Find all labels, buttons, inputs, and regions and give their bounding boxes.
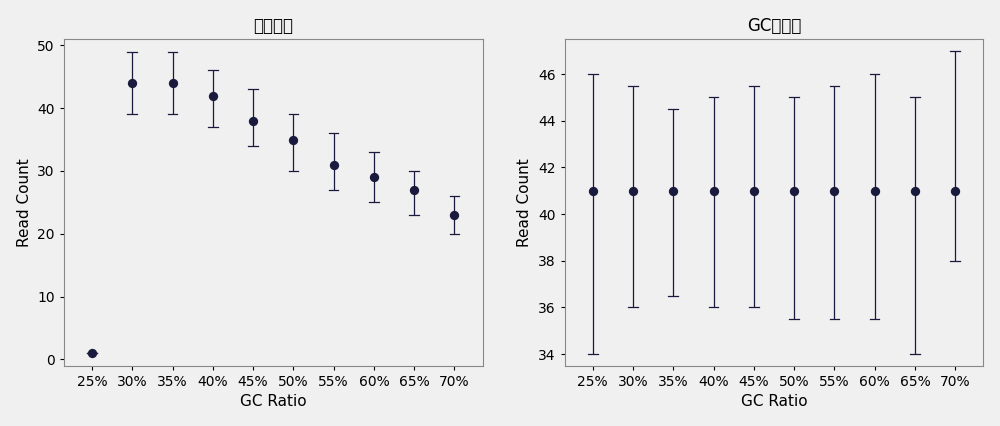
Title: 原始数据: 原始数据 (253, 17, 293, 35)
X-axis label: GC Ratio: GC Ratio (741, 394, 807, 409)
Title: GC校正后: GC校正后 (747, 17, 801, 35)
Point (947, 187, 963, 194)
Point (585, 187, 601, 194)
Point (366, 174, 382, 181)
Point (245, 117, 261, 124)
Point (867, 187, 883, 194)
Point (84, 350, 100, 357)
Point (826, 187, 842, 194)
Point (165, 80, 181, 86)
Point (786, 187, 802, 194)
Point (124, 80, 140, 86)
Y-axis label: Read Count: Read Count (517, 158, 532, 247)
Point (285, 136, 301, 143)
Y-axis label: Read Count: Read Count (17, 158, 32, 247)
Point (406, 187, 422, 193)
Point (625, 187, 641, 194)
Point (907, 187, 923, 194)
X-axis label: GC Ratio: GC Ratio (240, 394, 307, 409)
Point (205, 92, 221, 99)
Point (665, 187, 681, 194)
Point (326, 161, 342, 168)
Point (706, 187, 722, 194)
Point (446, 212, 462, 219)
Point (746, 187, 762, 194)
